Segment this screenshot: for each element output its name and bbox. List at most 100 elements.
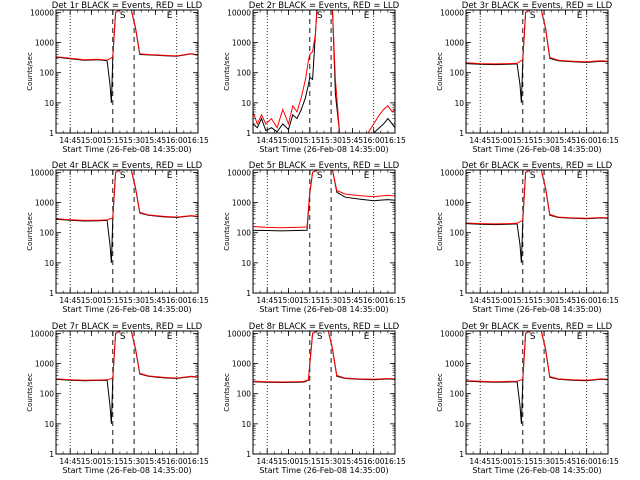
time-marker-label: E (364, 171, 370, 181)
x-tick-label: 15:15 (512, 136, 534, 145)
x-tick-label: 16:00 (363, 457, 385, 466)
y-tick-label: 1000 (35, 360, 54, 369)
panel-title: Det 7r BLACK = Events, RED = LLD (52, 322, 203, 332)
x-tick-label: 15:15 (299, 136, 321, 145)
x-tick-label: 15:15 (299, 457, 321, 466)
x-tick-label: 14:45 (59, 457, 81, 466)
x-tick-label: 16:00 (166, 296, 188, 305)
time-marker-label: S (530, 332, 536, 342)
x-tick-label: 15:45 (145, 457, 167, 466)
y-axis-label: Counts/sec (26, 212, 34, 251)
x-tick-label: 16:15 (187, 296, 209, 305)
y-tick-label: 10000 (440, 329, 464, 338)
lld-series-line (465, 330, 609, 383)
time-marker-label: E (364, 11, 370, 21)
events-series-line (252, 330, 396, 384)
x-axis-label: Start Time (26-Feb-08 14:35:00) (62, 305, 191, 314)
x-tick-label: 16:15 (384, 457, 406, 466)
y-tick-label: 100 (40, 390, 55, 399)
x-tick-label: 15:30 (123, 457, 145, 466)
x-tick-label: 15:30 (533, 136, 555, 145)
panel-title: Det 8r BLACK = Events, RED = LLD (249, 322, 400, 332)
y-axis-label: Counts/sec (223, 52, 231, 91)
y-tick-label: 10 (44, 259, 54, 268)
x-tick-label: 15:00 (278, 457, 300, 466)
y-axis-label: Counts/sec (223, 212, 231, 251)
time-marker-label: E (167, 332, 173, 342)
x-tick-label: 15:15 (102, 136, 124, 145)
y-axis-label: Counts/sec (436, 212, 444, 251)
x-tick-label: 15:45 (145, 296, 167, 305)
y-tick-label: 10 (241, 259, 251, 268)
x-tick-label: 15:00 (278, 296, 300, 305)
panel-title: Det 5r BLACK = Events, RED = LLD (249, 161, 400, 171)
x-tick-label: 15:45 (555, 296, 577, 305)
y-tick-label: 1000 (445, 360, 464, 369)
time-marker-label: E (577, 11, 583, 21)
y-tick-label: 1 (246, 129, 251, 138)
y-tick-label: 10 (241, 420, 251, 429)
time-marker-label: S (530, 171, 536, 181)
x-tick-label: 15:00 (81, 296, 103, 305)
y-tick-label: 1 (459, 450, 464, 459)
y-tick-label: 1 (459, 129, 464, 138)
time-marker-label: S (317, 332, 323, 342)
x-tick-label: 15:30 (320, 457, 342, 466)
y-tick-label: 1000 (232, 199, 251, 208)
x-tick-label: 15:00 (491, 296, 513, 305)
y-tick-label: 10000 (227, 329, 251, 338)
panel-title: Det 9r BLACK = Events, RED = LLD (462, 322, 613, 332)
x-tick-label: 15:45 (555, 136, 577, 145)
y-tick-label: 100 (40, 69, 55, 78)
x-tick-label: 15:30 (123, 136, 145, 145)
x-axis-label: Start Time (26-Feb-08 14:35:00) (259, 145, 388, 154)
x-tick-label: 15:45 (342, 296, 364, 305)
x-axis-label: Start Time (26-Feb-08 14:35:00) (259, 466, 388, 475)
panel-title: Det 4r BLACK = Events, RED = LLD (52, 161, 203, 171)
x-tick-label: 15:45 (342, 136, 364, 145)
y-tick-label: 10000 (440, 8, 464, 17)
x-tick-label: 16:00 (576, 296, 598, 305)
x-tick-label: 14:45 (59, 296, 81, 305)
y-tick-label: 1000 (445, 199, 464, 208)
x-axis-label: Start Time (26-Feb-08 14:35:00) (259, 305, 388, 314)
y-tick-label: 1000 (232, 39, 251, 48)
time-marker-label: S (120, 171, 126, 181)
panel-title: Det 6r BLACK = Events, RED = LLD (462, 161, 613, 171)
y-tick-label: 100 (450, 390, 465, 399)
x-axis-label: Start Time (26-Feb-08 14:35:00) (472, 145, 601, 154)
y-tick-label: 10000 (30, 8, 54, 17)
time-marker-label: E (577, 171, 583, 181)
x-tick-label: 15:30 (320, 296, 342, 305)
x-tick-label: 15:00 (491, 457, 513, 466)
time-marker-label: E (167, 171, 173, 181)
x-axis-label: Start Time (26-Feb-08 14:35:00) (472, 466, 601, 475)
x-tick-label: 16:00 (363, 296, 385, 305)
y-tick-label: 10000 (227, 168, 251, 177)
y-tick-label: 1 (459, 289, 464, 298)
time-marker-label: S (530, 11, 536, 21)
y-axis-label: Counts/sec (26, 373, 34, 412)
y-tick-label: 1000 (232, 360, 251, 369)
x-tick-label: 15:15 (102, 296, 124, 305)
x-axis-label: Start Time (26-Feb-08 14:35:00) (472, 305, 601, 314)
y-axis-label: Counts/sec (436, 373, 444, 412)
x-tick-label: 14:45 (256, 136, 278, 145)
x-tick-label: 14:45 (59, 136, 81, 145)
panel-title: Det 3r BLACK = Events, RED = LLD (462, 1, 613, 11)
x-tick-label: 16:15 (384, 136, 406, 145)
x-tick-label: 16:00 (363, 136, 385, 145)
x-tick-label: 15:00 (81, 457, 103, 466)
x-tick-label: 16:00 (166, 457, 188, 466)
time-marker-label: E (364, 332, 370, 342)
lld-series-line (252, 9, 396, 134)
x-tick-label: 16:00 (166, 136, 188, 145)
